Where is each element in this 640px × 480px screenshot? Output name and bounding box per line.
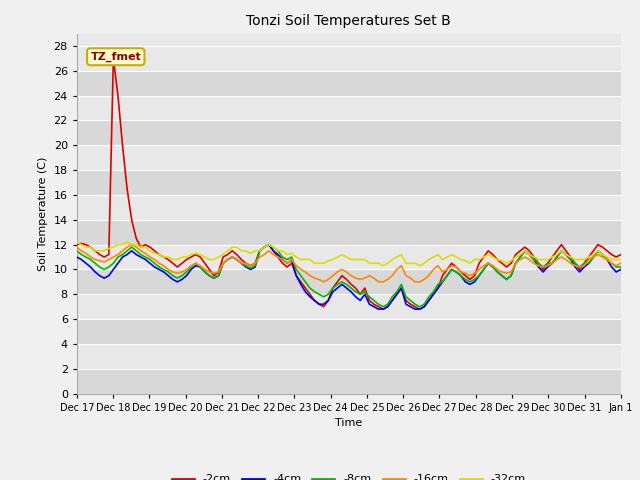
-32cm <box>617 257 625 263</box>
Bar <box>77 294 621 319</box>
-16cm <box>224 257 232 263</box>
-8cm <box>380 304 387 310</box>
-8cm <box>617 264 625 270</box>
Bar <box>77 319 621 344</box>
-8cm <box>608 260 616 266</box>
Line: -32cm: -32cm <box>77 242 621 266</box>
Line: -16cm: -16cm <box>77 245 621 282</box>
-16cm <box>384 276 392 282</box>
-2cm <box>512 252 520 257</box>
-16cm <box>73 244 81 250</box>
-16cm <box>320 279 328 285</box>
Bar <box>77 145 621 170</box>
-8cm <box>384 301 392 307</box>
-16cm <box>617 260 625 266</box>
-8cm <box>265 242 273 248</box>
Bar <box>77 96 621 120</box>
Bar <box>77 220 621 245</box>
Title: Tonzi Soil Temperatures Set B: Tonzi Soil Temperatures Set B <box>246 14 451 28</box>
-16cm <box>192 260 200 266</box>
-2cm <box>192 252 200 257</box>
-32cm <box>73 239 81 245</box>
-8cm <box>73 248 81 254</box>
-32cm <box>374 260 382 266</box>
Bar <box>77 369 621 394</box>
Bar <box>77 46 621 71</box>
-2cm <box>608 252 616 257</box>
-8cm <box>188 264 195 270</box>
-2cm <box>384 304 392 310</box>
-8cm <box>512 260 520 266</box>
Y-axis label: Soil Temperature (C): Soil Temperature (C) <box>38 156 48 271</box>
Bar <box>77 195 621 220</box>
-2cm <box>457 269 465 275</box>
-4cm <box>73 254 81 260</box>
Line: -8cm: -8cm <box>77 245 621 307</box>
-4cm <box>608 264 616 270</box>
-32cm <box>188 252 195 257</box>
-8cm <box>220 260 227 266</box>
-16cm <box>512 260 520 266</box>
-16cm <box>128 242 136 248</box>
-32cm <box>508 258 515 264</box>
Bar <box>77 269 621 294</box>
-2cm <box>617 252 625 257</box>
X-axis label: Time: Time <box>335 418 362 428</box>
-4cm <box>617 266 625 272</box>
-2cm <box>224 252 232 257</box>
-32cm <box>452 254 460 260</box>
-4cm <box>265 242 273 248</box>
-32cm <box>380 263 387 269</box>
Bar <box>77 170 621 195</box>
Bar <box>77 71 621 96</box>
-32cm <box>604 254 611 260</box>
Bar <box>77 120 621 145</box>
-4cm <box>457 273 465 278</box>
-4cm <box>220 260 227 266</box>
-8cm <box>457 273 465 278</box>
-4cm <box>512 260 520 266</box>
Legend: -2cm, -4cm, -8cm, -16cm, -32cm: -2cm, -4cm, -8cm, -16cm, -32cm <box>167 470 531 480</box>
-4cm <box>374 306 382 312</box>
-2cm <box>109 56 117 61</box>
Text: TZ_fmet: TZ_fmet <box>90 51 141 62</box>
Line: -4cm: -4cm <box>77 245 621 309</box>
Bar <box>77 245 621 269</box>
-4cm <box>384 304 392 310</box>
-16cm <box>457 269 465 275</box>
Bar <box>77 344 621 369</box>
-2cm <box>73 242 81 248</box>
-4cm <box>188 266 195 272</box>
Line: -2cm: -2cm <box>77 59 621 309</box>
-2cm <box>380 306 387 312</box>
-32cm <box>220 252 227 257</box>
-16cm <box>608 260 616 266</box>
